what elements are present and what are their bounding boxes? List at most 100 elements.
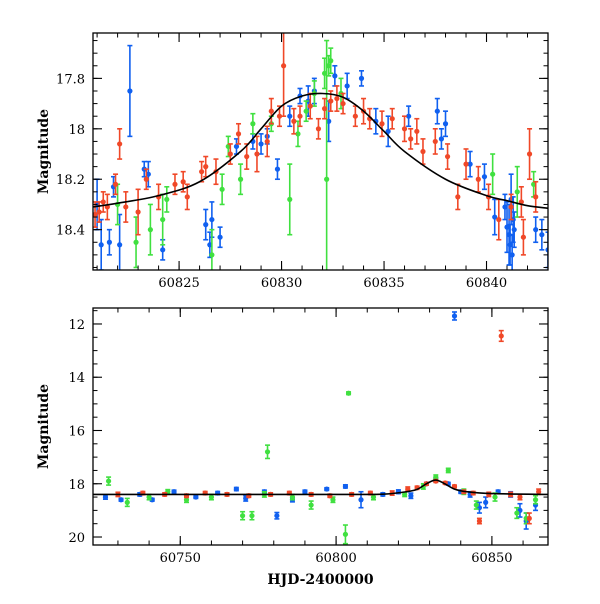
bottom-blue-point xyxy=(193,494,199,500)
top-blue-point xyxy=(492,214,498,220)
bottom-green-point xyxy=(532,497,539,503)
top-red-point xyxy=(291,118,297,124)
bottom-blue-point xyxy=(274,513,280,519)
top-blue-point xyxy=(511,227,517,233)
top-y-tick-label: 18.4 xyxy=(56,224,85,239)
top-red-point xyxy=(307,103,313,109)
top-red-point xyxy=(321,106,328,112)
top-blue-point xyxy=(442,121,449,127)
bottom-green-point xyxy=(239,513,246,519)
top-red-point xyxy=(254,151,260,157)
top-red-point xyxy=(123,204,129,210)
top-red-point xyxy=(444,153,451,160)
top-red-point xyxy=(420,148,426,155)
top-red-point xyxy=(172,181,178,187)
top-red-point xyxy=(401,126,408,132)
top-blue-point xyxy=(509,252,515,258)
top-red-point xyxy=(180,179,186,185)
top-red-point xyxy=(408,136,414,142)
bottom-green-point xyxy=(183,497,190,503)
top-blue-point xyxy=(98,242,104,248)
bottom-red-point xyxy=(476,518,483,524)
bottom-green-point xyxy=(289,494,296,500)
top-green-point xyxy=(133,239,139,245)
top-green-point xyxy=(514,189,520,195)
top-green-point xyxy=(490,171,496,177)
top-red-point xyxy=(276,113,283,119)
top-y-tick-label: 18 xyxy=(68,123,85,138)
bottom-green-point xyxy=(492,494,498,500)
top-series-green xyxy=(114,39,537,270)
bottom-blue-point xyxy=(302,489,308,495)
bottom-green-point xyxy=(249,513,255,519)
top-green-point xyxy=(147,227,153,233)
top-blue-point xyxy=(287,113,293,119)
top-red-point xyxy=(526,151,533,157)
top-y-tick-label: 18.2 xyxy=(56,173,85,188)
bottom-blue-point xyxy=(233,486,239,492)
top-red-point xyxy=(96,209,102,215)
top-blue-point xyxy=(233,143,240,150)
top-red-point xyxy=(432,138,438,145)
bottom-blue-point xyxy=(451,313,458,319)
top-blue-point xyxy=(274,166,281,172)
top-y-tick-label: 17.8 xyxy=(56,72,85,87)
top-red-point xyxy=(281,63,287,69)
top-green-point xyxy=(160,216,166,223)
bottom-blue-point xyxy=(324,486,330,492)
top-green-point xyxy=(324,176,330,182)
bottom-red-point xyxy=(486,491,492,498)
top-blue-point xyxy=(406,113,412,119)
bottom-x-tick-label: 60750 xyxy=(160,551,201,566)
top-red-point xyxy=(379,121,385,127)
bottom-green-point xyxy=(330,497,336,503)
bottom-model-curve xyxy=(93,479,548,496)
top-red-point xyxy=(135,209,141,215)
bottom-series-blue xyxy=(102,311,539,530)
top-x-tick-label: 60830 xyxy=(261,276,302,291)
bottom-y-axis-title: Magnitude xyxy=(36,384,52,469)
top-red-point xyxy=(352,113,358,119)
bottom-blue-point xyxy=(342,483,349,490)
bottom-blue-point xyxy=(483,499,489,505)
top-model-curve xyxy=(93,92,548,210)
top-blue-point xyxy=(385,128,391,134)
bottom-red-point xyxy=(536,489,542,495)
top-red-point xyxy=(533,194,539,200)
top-y-axis-title: Magnitude xyxy=(36,109,52,194)
top-blue-point xyxy=(467,161,473,167)
bottom-blue-point xyxy=(358,497,364,503)
bottom-green-point xyxy=(208,494,215,500)
bottom-red-point xyxy=(405,486,411,492)
top-green-point xyxy=(287,196,293,203)
top-blue-point xyxy=(203,222,209,228)
top-red-point xyxy=(414,128,420,134)
bottom-y-tick-label: 18 xyxy=(68,478,85,493)
bottom-green-point xyxy=(146,494,152,500)
top-blue-point xyxy=(434,108,440,114)
top-series-blue xyxy=(94,44,548,270)
top-green-point xyxy=(303,108,309,114)
top-red-point xyxy=(93,211,98,218)
top-green-point xyxy=(250,121,256,127)
bottom-green-point xyxy=(264,449,271,455)
bottom-green-point xyxy=(370,494,377,500)
top-green-point xyxy=(237,176,244,182)
top-red-point xyxy=(184,194,190,200)
top-blue-point xyxy=(258,141,264,147)
bottom-series-green xyxy=(105,390,539,545)
top-red-point xyxy=(268,108,274,114)
top-blue-point xyxy=(160,247,166,253)
top-red-point xyxy=(315,126,322,132)
top-red-point xyxy=(100,199,106,205)
top-panel: 60825 60830 60835 60840 17.8 18 18.2 18.4 Magnit… xyxy=(36,32,549,291)
top-red-point xyxy=(496,216,502,223)
bottom-x-tick-label: 60800 xyxy=(315,551,356,566)
bottom-green-point xyxy=(402,491,408,498)
top-blue-point xyxy=(217,234,223,240)
top-red-point xyxy=(203,164,209,170)
bottom-y-tick-label: 12 xyxy=(68,318,85,333)
bottom-x-axis-title: HJD-2400000 xyxy=(267,572,374,588)
top-blue-point xyxy=(358,75,365,81)
